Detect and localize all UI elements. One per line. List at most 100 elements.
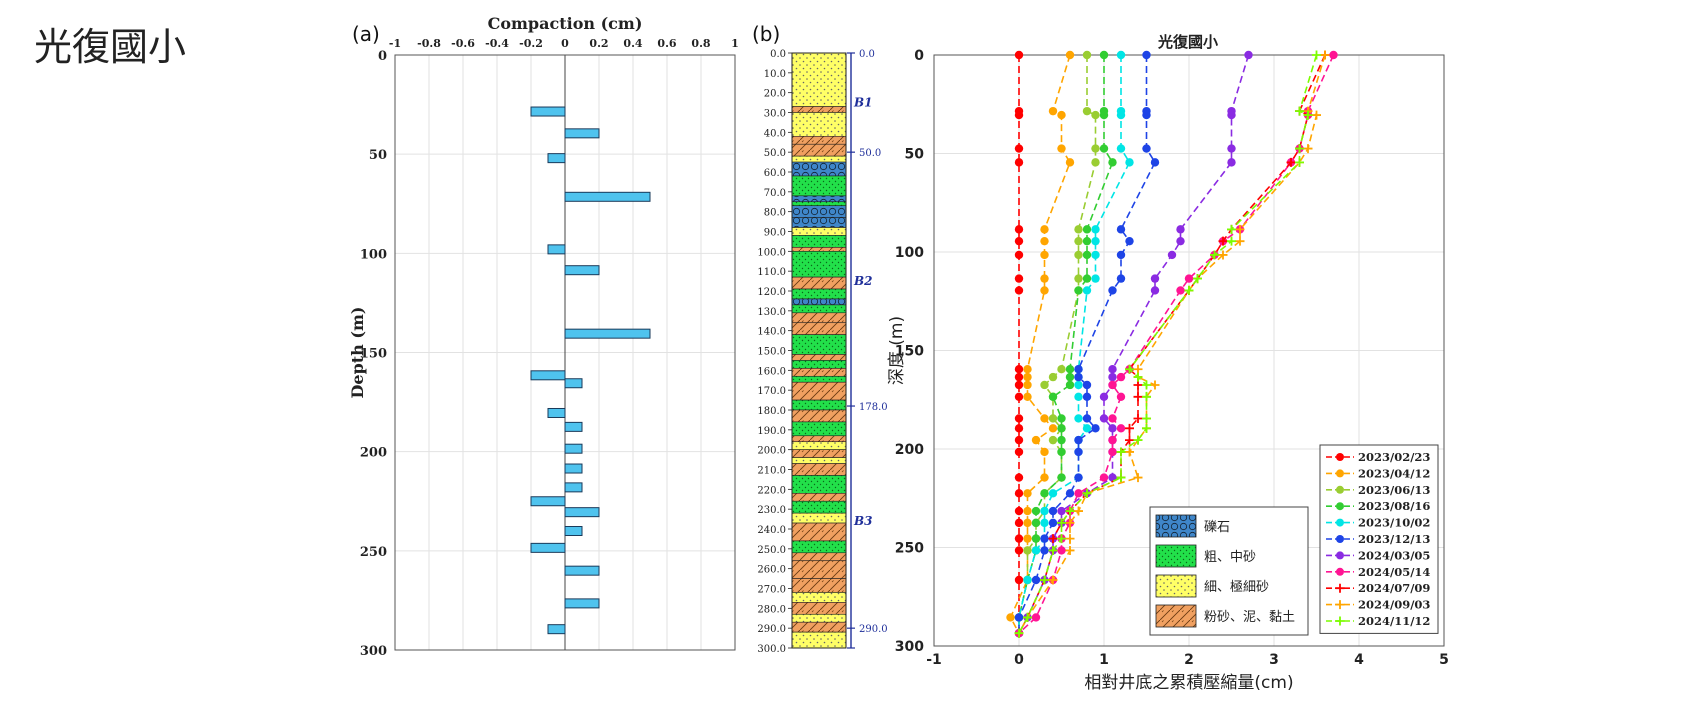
data-point <box>1065 380 1075 390</box>
unit-label: B2 <box>853 274 873 288</box>
data-point <box>1065 158 1075 167</box>
data-point <box>1065 372 1075 382</box>
y-axis-label: Depth (m) <box>348 307 367 399</box>
unit-boundary-label: 50.0 <box>859 148 881 159</box>
data-point <box>1023 518 1032 528</box>
data-point <box>1014 50 1024 60</box>
depth-tick-label: 80.0 <box>764 208 786 219</box>
layer-coarse_sand <box>791 540 847 554</box>
page-title: 光復國小 <box>34 25 187 69</box>
data-point <box>1065 545 1075 555</box>
data-point <box>1295 106 1304 116</box>
depth-tick-label: 160.0 <box>757 366 786 377</box>
y-tick-label: 300 <box>895 639 924 655</box>
data-point <box>1303 144 1313 154</box>
data-point <box>1074 372 1083 382</box>
panel-a-label: (a) <box>352 22 380 46</box>
plot-frame <box>394 54 736 651</box>
data-point <box>1074 392 1083 401</box>
data-point <box>1014 613 1024 622</box>
layer-silt_clay <box>791 276 847 290</box>
data-point <box>1014 489 1024 498</box>
data-point <box>1116 447 1126 457</box>
x-tick-label: 4 <box>1354 652 1364 668</box>
compaction-bar <box>530 542 566 553</box>
layer-coarse_sand <box>791 288 847 300</box>
data-point <box>1091 236 1100 246</box>
data-point <box>1116 392 1126 401</box>
data-point <box>1040 250 1049 260</box>
data-point <box>1014 144 1024 153</box>
data-point <box>1125 236 1134 246</box>
data-point <box>1074 274 1083 283</box>
x-tick-label: -0.4 <box>485 37 509 50</box>
depth-tick-label: 130.0 <box>757 307 786 318</box>
unit-label: B3 <box>853 514 873 528</box>
compaction-bar <box>564 328 651 339</box>
data-point <box>1227 144 1236 153</box>
x-tick-label: 2 <box>1184 652 1194 668</box>
depth-tick-label: 260.0 <box>757 565 786 576</box>
depth-tick-label: 210.0 <box>757 466 786 477</box>
data-point <box>1244 50 1253 60</box>
data-point <box>1082 236 1092 246</box>
data-point <box>1040 236 1049 246</box>
data-point <box>1116 144 1126 153</box>
data-point <box>1074 414 1083 423</box>
compaction-bar <box>564 265 600 276</box>
data-point <box>1014 392 1024 401</box>
y-tick-label: 50 <box>905 147 925 163</box>
data-point <box>1176 225 1185 234</box>
data-point <box>1099 473 1109 482</box>
data-point <box>1074 380 1083 390</box>
layer-silt_clay <box>791 552 847 562</box>
unit-boundary-label: 0.0 <box>859 49 875 60</box>
data-point <box>1099 144 1109 153</box>
data-point <box>1014 372 1024 382</box>
layer-gravel <box>791 217 847 228</box>
data-point <box>1091 274 1100 283</box>
layer-coarse_sand <box>791 235 847 248</box>
layer-silt_clay <box>791 492 847 502</box>
data-point <box>1193 274 1202 284</box>
data-point <box>1074 236 1083 246</box>
data-point <box>1227 236 1236 246</box>
data-point <box>1031 546 1041 555</box>
data-point <box>1048 518 1058 528</box>
data-point <box>1014 380 1024 390</box>
data-point <box>1048 489 1058 498</box>
depth-tick-label: 70.0 <box>764 188 786 199</box>
depth-tick-label: 180.0 <box>757 406 786 417</box>
series-line <box>1018 54 1250 634</box>
depth-tick-label: 220.0 <box>757 485 786 496</box>
data-point <box>1099 50 1109 60</box>
data-point <box>1091 250 1100 260</box>
x-tick-label: 0.6 <box>657 37 676 50</box>
unit-label: B1 <box>853 96 873 110</box>
cumulative-compaction-chart: -1 0 1 2 3 4 5050100150200250300相對井底之累積壓縮量(cm)… <box>887 33 1449 693</box>
x-tick-label: 0.4 <box>623 37 642 50</box>
x-tick-label: 0.8 <box>691 37 710 50</box>
data-point <box>1006 613 1015 622</box>
data-point <box>1040 414 1049 423</box>
data-point <box>1040 447 1049 457</box>
layer-silt_clay <box>791 368 847 377</box>
data-point <box>1082 392 1092 401</box>
data-point <box>1227 158 1236 167</box>
legend-marker <box>1335 616 1345 626</box>
depth-tick-label: 150.0 <box>757 347 786 358</box>
legend-marker <box>1336 485 1344 494</box>
data-point <box>1082 414 1092 423</box>
data-point <box>1142 144 1151 153</box>
data-point <box>1023 546 1032 555</box>
depth-tick-label: 300.0 <box>757 644 786 655</box>
data-point <box>1074 435 1083 445</box>
data-point <box>1142 392 1151 402</box>
data-point <box>1142 423 1151 433</box>
compaction-bar <box>547 153 566 164</box>
data-point <box>1108 414 1117 423</box>
layer-fine_sand <box>791 112 847 137</box>
data-point <box>1116 225 1126 234</box>
data-point <box>1040 274 1049 283</box>
layer-silt_clay <box>791 560 847 579</box>
